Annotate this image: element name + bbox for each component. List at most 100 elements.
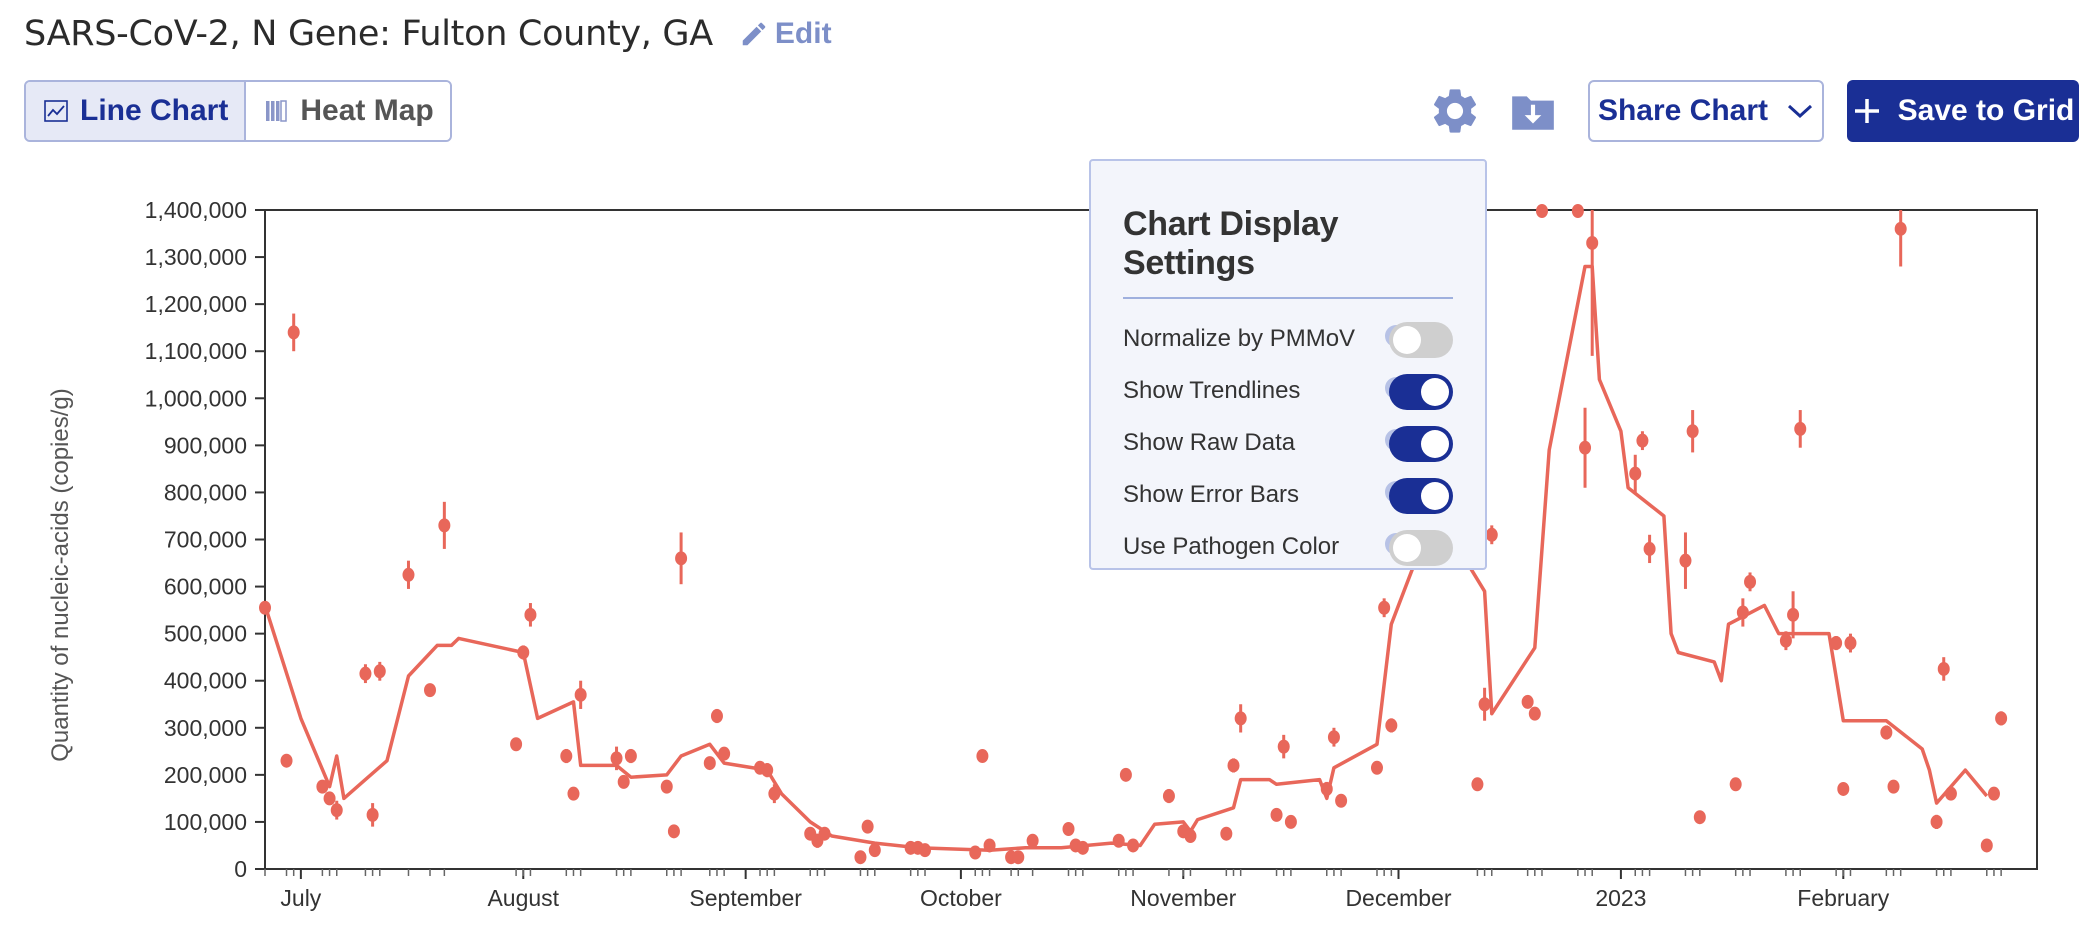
data-point[interactable] — [366, 807, 379, 822]
data-point[interactable] — [1794, 421, 1807, 436]
data-point[interactable] — [1277, 739, 1290, 754]
edit-link[interactable]: Edit — [739, 17, 832, 51]
data-point[interactable] — [1535, 204, 1548, 218]
data-point[interactable] — [574, 687, 587, 702]
data-point[interactable] — [718, 746, 731, 761]
data-point[interactable] — [1119, 767, 1132, 782]
data-point[interactable] — [402, 567, 415, 582]
data-point[interactable] — [818, 826, 831, 841]
data-point[interactable] — [287, 325, 300, 340]
setting-toggle[interactable] — [1389, 374, 1453, 410]
data-point[interactable] — [280, 753, 293, 768]
data-point[interactable] — [1227, 758, 1240, 773]
data-point[interactable] — [1579, 440, 1592, 455]
data-point[interactable] — [567, 786, 580, 801]
data-point[interactable] — [976, 749, 989, 764]
setting-toggle[interactable] — [1389, 322, 1453, 358]
data-point[interactable] — [1944, 786, 1957, 801]
data-point[interactable] — [1062, 821, 1075, 836]
data-point[interactable] — [1184, 829, 1197, 844]
data-point[interactable] — [1894, 221, 1907, 236]
data-point[interactable] — [617, 774, 630, 789]
data-point[interactable] — [1779, 633, 1792, 648]
data-point[interactable] — [1887, 779, 1900, 794]
line-chart-tab[interactable]: Line Chart — [26, 82, 245, 140]
data-point[interactable] — [424, 683, 437, 698]
data-point[interactable] — [1930, 814, 1943, 829]
data-point[interactable] — [1880, 725, 1893, 740]
data-point[interactable] — [969, 845, 982, 860]
data-point[interactable] — [524, 607, 537, 622]
data-point[interactable] — [1478, 697, 1491, 712]
data-point[interactable] — [1744, 574, 1757, 589]
data-point[interactable] — [1076, 840, 1089, 855]
data-point[interactable] — [660, 779, 673, 794]
data-point[interactable] — [667, 824, 680, 839]
data-point[interactable] — [1729, 777, 1742, 792]
data-point[interactable] — [1162, 789, 1175, 804]
data-point[interactable] — [710, 709, 723, 724]
data-point[interactable] — [316, 779, 329, 794]
data-point[interactable] — [323, 791, 336, 806]
data-point[interactable] — [517, 645, 530, 660]
data-point[interactable] — [1127, 838, 1140, 853]
data-point[interactable] — [438, 518, 451, 533]
data-point[interactable] — [1787, 607, 1800, 622]
data-point[interactable] — [1987, 786, 2000, 801]
data-point[interactable] — [919, 843, 932, 858]
gear-icon[interactable] — [1428, 84, 1482, 138]
data-point[interactable] — [1026, 833, 1039, 848]
data-point[interactable] — [373, 664, 386, 679]
heat-map-tab[interactable]: Heat Map — [244, 82, 450, 140]
data-point[interactable] — [624, 749, 637, 764]
data-point[interactable] — [1270, 807, 1283, 822]
save-to-grid-button[interactable]: Save to Grid — [1847, 80, 2079, 142]
data-point[interactable] — [1586, 235, 1599, 250]
data-point[interactable] — [983, 838, 996, 853]
data-point[interactable] — [1629, 466, 1642, 481]
data-point[interactable] — [510, 737, 523, 752]
data-point[interactable] — [1528, 706, 1541, 721]
data-point[interactable] — [1284, 814, 1297, 829]
data-point[interactable] — [1234, 711, 1247, 726]
data-point[interactable] — [768, 786, 781, 801]
data-point[interactable] — [1471, 777, 1484, 792]
data-point[interactable] — [1636, 433, 1649, 448]
setting-toggle[interactable] — [1389, 478, 1453, 514]
data-point[interactable] — [1335, 793, 1348, 808]
data-point[interactable] — [703, 756, 716, 771]
data-point[interactable] — [1385, 718, 1398, 733]
data-point[interactable] — [1370, 760, 1383, 775]
data-point[interactable] — [1686, 424, 1699, 439]
data-point[interactable] — [1220, 826, 1233, 841]
data-point[interactable] — [861, 819, 874, 834]
data-point[interactable] — [359, 666, 372, 681]
data-point[interactable] — [1112, 833, 1125, 848]
data-point[interactable] — [1571, 204, 1584, 218]
data-point[interactable] — [854, 850, 867, 865]
data-point[interactable] — [1327, 730, 1340, 745]
data-point[interactable] — [1980, 838, 1993, 853]
data-point[interactable] — [1995, 711, 2008, 726]
data-point[interactable] — [1937, 661, 1950, 676]
data-point[interactable] — [560, 749, 573, 764]
download-icon[interactable] — [1508, 86, 1558, 136]
data-point[interactable] — [1830, 636, 1843, 651]
data-point[interactable] — [1485, 527, 1498, 542]
share-chart-button[interactable]: Share Chart — [1588, 80, 1824, 142]
data-point[interactable] — [1378, 600, 1391, 615]
data-point[interactable] — [1736, 605, 1749, 620]
data-point[interactable] — [868, 843, 881, 858]
data-point[interactable] — [1320, 781, 1333, 796]
data-point[interactable] — [610, 751, 623, 766]
data-point[interactable] — [675, 551, 688, 566]
setting-toggle[interactable] — [1389, 426, 1453, 462]
data-point[interactable] — [1693, 810, 1706, 825]
setting-toggle[interactable] — [1389, 530, 1453, 566]
data-point[interactable] — [1679, 553, 1692, 568]
data-point[interactable] — [259, 600, 271, 615]
data-point[interactable] — [1643, 541, 1656, 556]
data-point[interactable] — [1521, 694, 1534, 709]
data-point[interactable] — [330, 803, 343, 818]
data-point[interactable] — [1844, 636, 1857, 651]
